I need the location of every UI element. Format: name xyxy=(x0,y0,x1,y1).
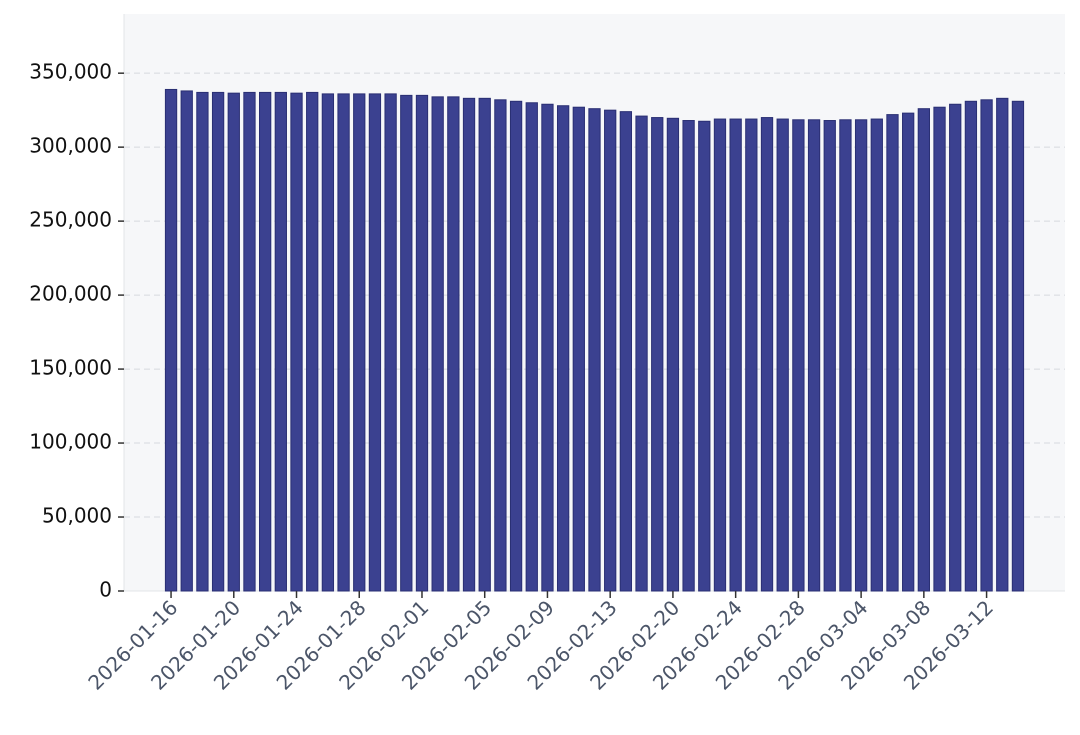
bar xyxy=(886,114,899,592)
bar xyxy=(917,108,930,592)
bar xyxy=(525,102,538,592)
y-tick-label: 250,000 xyxy=(29,208,112,232)
bar xyxy=(964,100,978,592)
bar xyxy=(306,91,319,592)
bar xyxy=(462,97,476,592)
bar xyxy=(368,93,382,592)
bar xyxy=(353,93,366,592)
bar xyxy=(431,96,444,592)
bar xyxy=(698,120,711,592)
bar xyxy=(400,94,413,592)
bar xyxy=(337,93,350,592)
bar xyxy=(823,120,836,592)
bar xyxy=(164,88,178,592)
bar xyxy=(1011,100,1025,592)
bar xyxy=(509,100,523,592)
bar xyxy=(243,91,256,592)
y-tick-label: 350,000 xyxy=(29,60,112,84)
bar xyxy=(494,99,507,592)
bar xyxy=(196,91,209,592)
bar xyxy=(211,91,225,592)
bar xyxy=(792,119,805,592)
bar xyxy=(447,96,460,592)
bar xyxy=(541,103,554,592)
bar xyxy=(776,118,789,592)
bar xyxy=(321,93,335,592)
y-tick-label: 200,000 xyxy=(29,282,112,306)
bar xyxy=(290,92,303,592)
y-tick-label: 150,000 xyxy=(29,356,112,380)
bar xyxy=(556,105,570,592)
bar xyxy=(180,90,193,592)
bar xyxy=(274,91,287,592)
bar xyxy=(949,103,962,592)
bar xyxy=(651,117,664,592)
bar xyxy=(996,97,1009,592)
bar xyxy=(902,112,915,592)
bar xyxy=(572,106,585,592)
bar xyxy=(604,109,617,592)
bar xyxy=(854,119,868,592)
bar xyxy=(635,115,648,592)
bar xyxy=(259,91,272,592)
y-tick-label: 300,000 xyxy=(29,134,112,158)
bar xyxy=(619,111,633,592)
bar xyxy=(807,119,821,592)
bar xyxy=(478,97,491,592)
bar xyxy=(980,99,993,592)
bar xyxy=(227,92,240,592)
bar xyxy=(666,117,680,592)
bar xyxy=(933,106,946,592)
bar xyxy=(713,118,727,592)
bar xyxy=(415,94,429,592)
bar xyxy=(870,118,883,592)
y-tick-label: 50,000 xyxy=(42,504,112,528)
bar xyxy=(839,119,852,592)
bar xyxy=(745,118,758,592)
bar xyxy=(682,120,695,592)
bar xyxy=(588,108,601,592)
y-tick-label: 0 xyxy=(99,578,112,602)
bar xyxy=(384,93,397,592)
bar xyxy=(760,117,774,592)
bar xyxy=(729,118,742,592)
y-tick-label: 100,000 xyxy=(29,430,112,454)
